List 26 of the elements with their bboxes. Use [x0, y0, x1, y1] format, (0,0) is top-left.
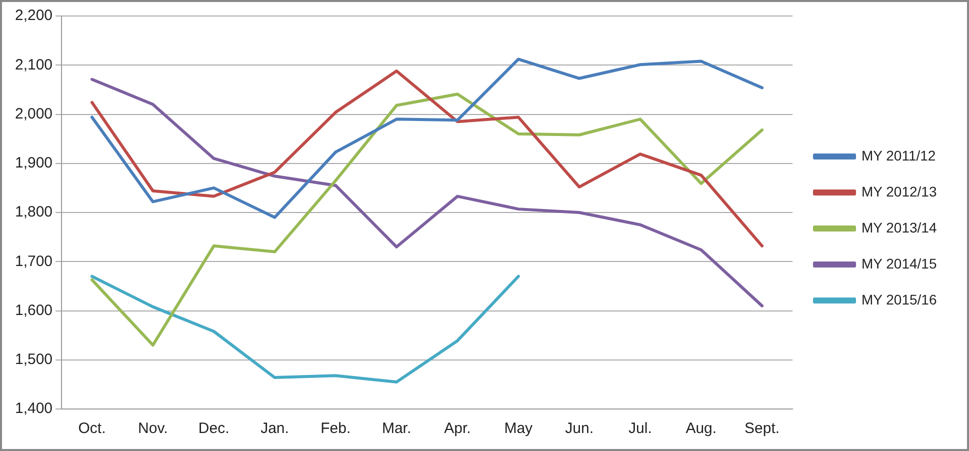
x-tick-label: Nov. [138, 420, 168, 438]
y-tick-label: 1,700 [14, 252, 53, 270]
x-tick-label: Apr. [444, 420, 471, 438]
x-tick-label: Jun. [565, 420, 594, 438]
x-tick-label: Feb. [320, 420, 351, 438]
y-tick-label: 2,100 [14, 56, 53, 74]
legend-label: MY 2011/12 [862, 147, 936, 164]
x-tick-label: May [504, 420, 534, 438]
y-tick-label: 2,200 [14, 7, 53, 24]
x-tick-label: Aug. [686, 420, 717, 438]
x-tick-label: Sept. [744, 420, 780, 438]
legend-label: MY 2013/14 [862, 219, 937, 236]
x-tick-label: Oct. [78, 420, 106, 438]
x-tick-label: Dec. [198, 420, 230, 438]
legend-label: MY 2012/13 [862, 183, 937, 200]
legend-label: MY 2015/16 [862, 291, 937, 308]
y-tick-label: 1,500 [14, 351, 53, 368]
y-tick-label: 1,900 [14, 154, 53, 172]
y-tick-label: 2,000 [14, 105, 53, 122]
y-tick-label: 1,800 [14, 204, 53, 221]
x-tick-label: Mar. [382, 420, 412, 438]
x-tick-label: Jul. [628, 420, 652, 438]
y-tick-label: 1,600 [14, 302, 53, 319]
x-tick-label: Jan. [260, 420, 289, 438]
legend-label: MY 2014/15 [862, 255, 937, 272]
y-tick-label: 1,400 [14, 400, 53, 418]
